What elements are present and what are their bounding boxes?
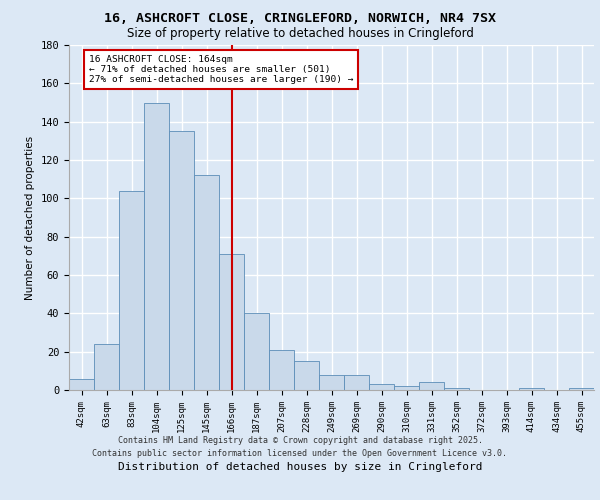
Bar — [369, 384, 394, 390]
Bar — [94, 344, 119, 390]
Text: Distribution of detached houses by size in Cringleford: Distribution of detached houses by size … — [118, 462, 482, 472]
Bar — [219, 254, 244, 390]
Y-axis label: Number of detached properties: Number of detached properties — [25, 136, 35, 300]
Bar — [169, 131, 194, 390]
Bar — [69, 378, 94, 390]
Bar — [394, 386, 419, 390]
Text: 16, ASHCROFT CLOSE, CRINGLEFORD, NORWICH, NR4 7SX: 16, ASHCROFT CLOSE, CRINGLEFORD, NORWICH… — [104, 12, 496, 26]
Text: Contains HM Land Registry data © Crown copyright and database right 2025.
Contai: Contains HM Land Registry data © Crown c… — [92, 436, 508, 458]
Bar — [144, 102, 169, 390]
Bar — [519, 388, 544, 390]
Bar — [419, 382, 444, 390]
Bar — [269, 350, 294, 390]
Bar — [344, 374, 369, 390]
Bar — [319, 374, 344, 390]
Bar — [119, 190, 144, 390]
Bar — [294, 361, 319, 390]
Bar — [569, 388, 594, 390]
Bar — [444, 388, 469, 390]
Bar — [244, 314, 269, 390]
Text: 16 ASHCROFT CLOSE: 164sqm
← 71% of detached houses are smaller (501)
27% of semi: 16 ASHCROFT CLOSE: 164sqm ← 71% of detac… — [89, 54, 353, 84]
Text: Size of property relative to detached houses in Cringleford: Size of property relative to detached ho… — [127, 28, 473, 40]
Bar — [194, 176, 219, 390]
